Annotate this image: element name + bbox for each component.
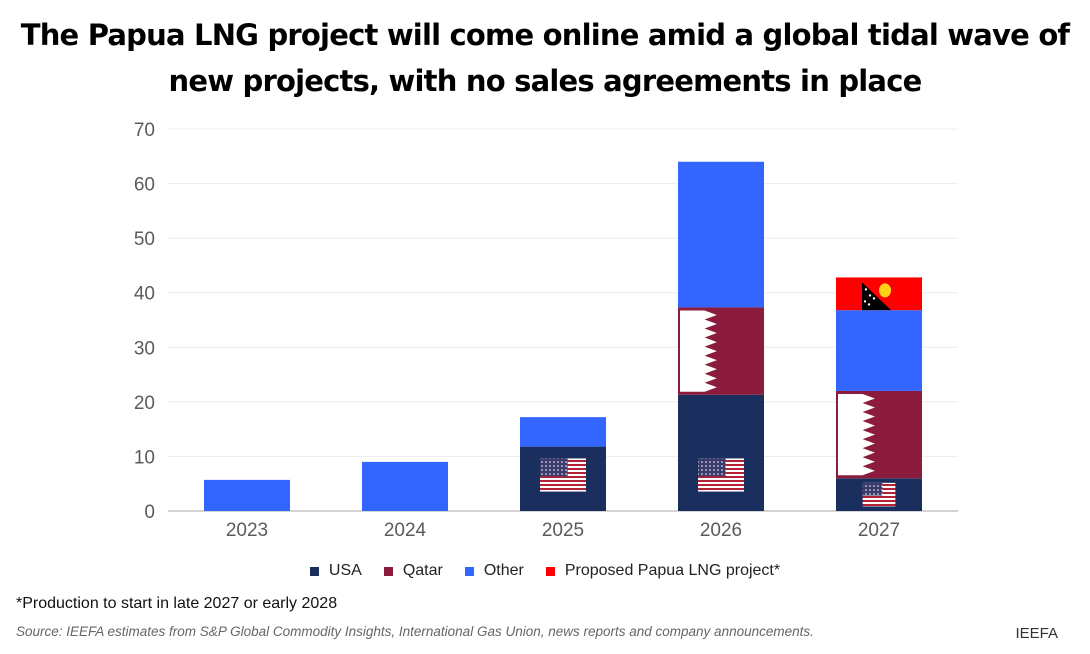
legend-label-qatar: Qatar bbox=[402, 562, 443, 579]
legend-swatch-papua bbox=[545, 566, 555, 576]
y-tick-label: 30 bbox=[134, 338, 155, 359]
bar-segment-proposed bbox=[836, 277, 922, 311]
bar bbox=[204, 479, 290, 511]
bar bbox=[836, 310, 922, 391]
usa-flag-icon bbox=[540, 458, 586, 492]
source-note: Source: IEEFA estimates from S&P Global … bbox=[16, 624, 814, 639]
usa-flag-icon bbox=[698, 458, 744, 492]
bar-segment-usa bbox=[520, 446, 606, 511]
legend-swatch-other bbox=[464, 566, 474, 576]
y-tick-label: 70 bbox=[134, 120, 155, 141]
x-tick-label: 2023 bbox=[226, 520, 268, 541]
bar-segment-other bbox=[204, 479, 290, 511]
bar-segment-usa bbox=[836, 478, 922, 511]
brand-logo: IEEFA bbox=[1015, 625, 1058, 642]
bar-segment-other bbox=[362, 461, 448, 511]
legend-item-papua: Proposed Papua LNG project* bbox=[545, 562, 781, 580]
legend-label-papua: Proposed Papua LNG project* bbox=[564, 562, 781, 579]
legend-swatch-usa bbox=[309, 566, 319, 576]
bar-segment-other bbox=[520, 417, 606, 447]
x-tick-label: 2026 bbox=[700, 520, 742, 541]
bar-segment-other bbox=[678, 161, 764, 308]
y-tick-label: 20 bbox=[134, 393, 155, 414]
x-tick-label: 2024 bbox=[384, 520, 427, 541]
footnote: *Production to start in late 2027 or ear… bbox=[16, 595, 338, 612]
bar bbox=[678, 394, 764, 511]
legend-item-other: Other bbox=[464, 562, 524, 580]
y-tick-label: 40 bbox=[134, 284, 155, 305]
x-tick-label: 2025 bbox=[542, 520, 584, 541]
bar-segment-other bbox=[836, 310, 922, 391]
y-tick-label: 60 bbox=[134, 175, 155, 196]
qatar-flag-icon bbox=[838, 393, 875, 476]
legend-item-usa: USA bbox=[309, 562, 362, 580]
chart-title: The Papua LNG project will come online a… bbox=[20, 18, 1070, 98]
bar bbox=[362, 461, 448, 511]
bar-segment-qatar bbox=[836, 390, 922, 479]
y-tick-label: 50 bbox=[134, 229, 155, 250]
bars bbox=[204, 161, 922, 511]
usa-flag-icon bbox=[862, 482, 896, 507]
y-tick-label: 10 bbox=[134, 447, 155, 468]
legend-swatch-qatar bbox=[383, 566, 393, 576]
qatar-flag-icon bbox=[680, 310, 717, 392]
x-tick-label: 2027 bbox=[858, 520, 900, 541]
y-tick-label: 0 bbox=[144, 502, 155, 523]
bar-segment-usa bbox=[678, 394, 764, 511]
legend-label-usa: USA bbox=[328, 562, 362, 579]
chart-plot: 0 10 20 30 40 50 60 70 2023 2024 2025 2026 2027 bbox=[134, 120, 958, 541]
legend-label-other: Other bbox=[483, 562, 524, 579]
papua-new-guinea-flag-icon bbox=[862, 282, 891, 311]
legend-item-qatar: Qatar bbox=[383, 562, 443, 580]
bar-segment-qatar bbox=[678, 307, 764, 395]
bar bbox=[678, 161, 764, 308]
y-axis-ticks: 0 10 20 30 40 50 60 70 bbox=[134, 120, 155, 523]
gridlines bbox=[168, 128, 958, 512]
bar bbox=[520, 417, 606, 447]
x-axis-ticks: 2023 2024 2025 2026 2027 bbox=[226, 520, 900, 541]
legend: USA Qatar Other Proposed Papua LNG proje… bbox=[0, 562, 1090, 580]
